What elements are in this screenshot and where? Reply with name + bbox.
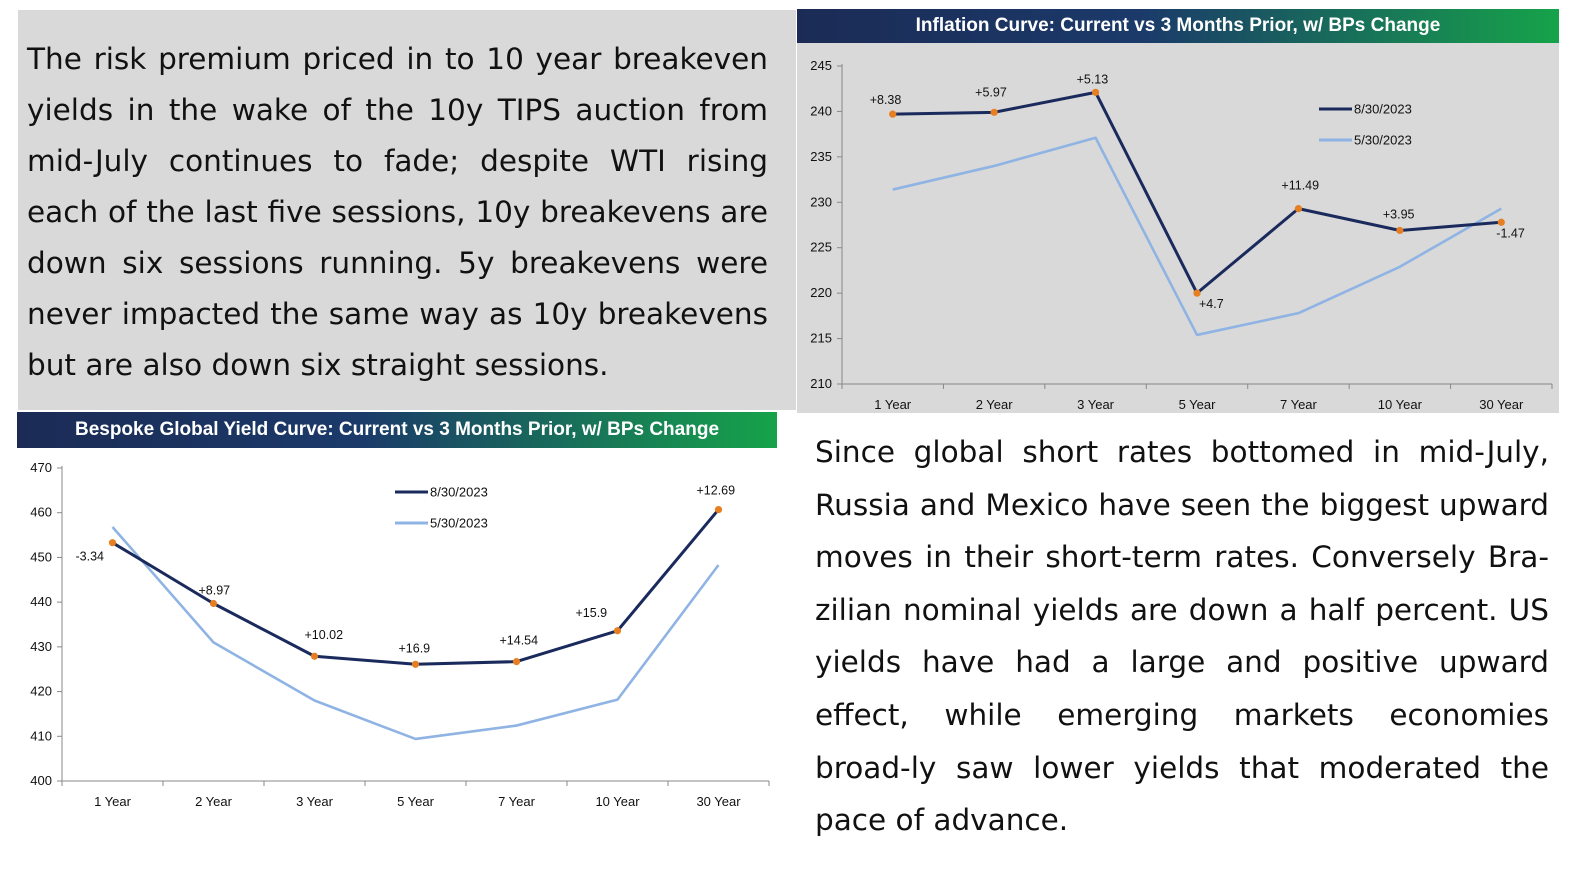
y-tick-label: 210 [810,376,832,391]
y-tick-label: 220 [810,285,832,300]
x-tick-label: 5 Year [1179,397,1217,412]
data-point-marker [1193,289,1201,297]
bps-change-label: +10.02 [305,628,344,642]
top-left-paragraph: The risk premium priced in to 10 year br… [27,42,768,382]
data-point-marker [1294,205,1303,213]
data-point-marker [1497,218,1505,226]
bps-change-label: +8.38 [870,93,902,107]
top-left-text-panel: The risk premium priced in to 10 year br… [18,10,796,410]
y-tick-label: 245 [810,58,832,73]
legend-label: 8/30/2023 [1354,102,1412,117]
bps-change-label: +16.9 [399,641,431,655]
data-point-marker [714,505,723,514]
x-tick-label: 7 Year [498,794,536,809]
y-tick-label: 450 [30,549,52,564]
x-tick-label: 10 Year [595,794,640,809]
y-tick-label: 230 [810,194,832,209]
bps-change-label: +4.7 [1199,297,1224,311]
data-point-marker [1091,88,1100,96]
x-tick-label: 30 Year [1479,397,1524,412]
inflation-chart-svg: 210 215 220 225 230 235 240 245 1 Year 2 Year 3 Ye… [810,58,1553,412]
global-yield-curve-chart: Bespoke Global Yield Curve: Current vs 3… [17,412,777,816]
bps-change-label: +15.9 [576,606,608,620]
legend-label: 8/30/2023 [430,485,488,500]
y-tick-label: 470 [30,460,52,475]
data-point-marker [209,599,218,608]
x-tick-label: 1 Year [94,794,132,809]
bps-change-label: +8.97 [199,583,231,597]
x-tick-label: 7 Year [1280,397,1318,412]
y-tick-label: 235 [810,149,832,164]
inflation-curve-chart: Inflation Curve: Current vs 3 Months Pri… [797,9,1559,413]
data-point-marker [310,652,319,660]
data-point-marker [512,658,521,666]
x-tick-label: 3 Year [1077,397,1115,412]
y-tick-label: 420 [30,684,52,699]
bps-change-label: +3.95 [1383,207,1415,221]
bps-change-label: +12.69 [697,484,736,498]
data-point-marker [1396,226,1404,235]
bps-change-label: +11.49 [1281,179,1319,193]
bottom-right-text-panel: Since global short rates bottomed in mid… [815,426,1549,847]
data-point-marker [990,108,998,116]
bps-change-label: -3.34 [76,550,105,564]
series-line-5-30-2023 [892,136,1502,337]
bps-change-label: -1.47 [1496,226,1525,240]
y-tick-label: 400 [30,773,52,788]
y-tick-label: 430 [30,639,52,654]
series-line-5-30-2023 [111,526,720,741]
x-tick-label: 3 Year [296,794,334,809]
x-tick-label: 5 Year [397,794,435,809]
data-point-marker [889,110,897,118]
x-tick-label: 30 Year [696,794,741,809]
yield-chart-svg: 400 410 420 430 440 450 460 470 1 Year 2 Year 3 Ye… [30,460,770,809]
x-tick-label: 1 Year [874,397,912,412]
x-tick-label: 2 Year [976,397,1014,412]
legend-label: 5/30/2023 [1354,133,1412,148]
bps-change-label: +5.97 [975,85,1007,99]
inflation-chart-title: Inflation Curve: Current vs 3 Months Pri… [797,9,1559,43]
y-tick-label: 225 [810,240,832,255]
y-tick-label: 215 [810,331,832,346]
bottom-right-paragraph: Since global short rates bottomed in mid… [815,435,1549,838]
data-point-marker [108,539,117,547]
legend-label: 5/30/2023 [430,516,488,531]
series-line-8-30-2023 [892,90,1502,295]
yield-chart-title: Bespoke Global Yield Curve: Current vs 3… [17,412,777,448]
bps-change-label: +5.13 [1077,72,1109,86]
data-point-marker [613,627,622,635]
y-tick-label: 240 [810,103,832,118]
y-tick-label: 440 [30,594,52,609]
data-point-marker [411,660,420,668]
x-tick-label: 10 Year [1378,397,1423,412]
x-tick-label: 2 Year [195,794,233,809]
bps-change-label: +14.54 [500,634,539,648]
y-tick-label: 410 [30,728,52,743]
y-tick-label: 460 [30,505,52,520]
